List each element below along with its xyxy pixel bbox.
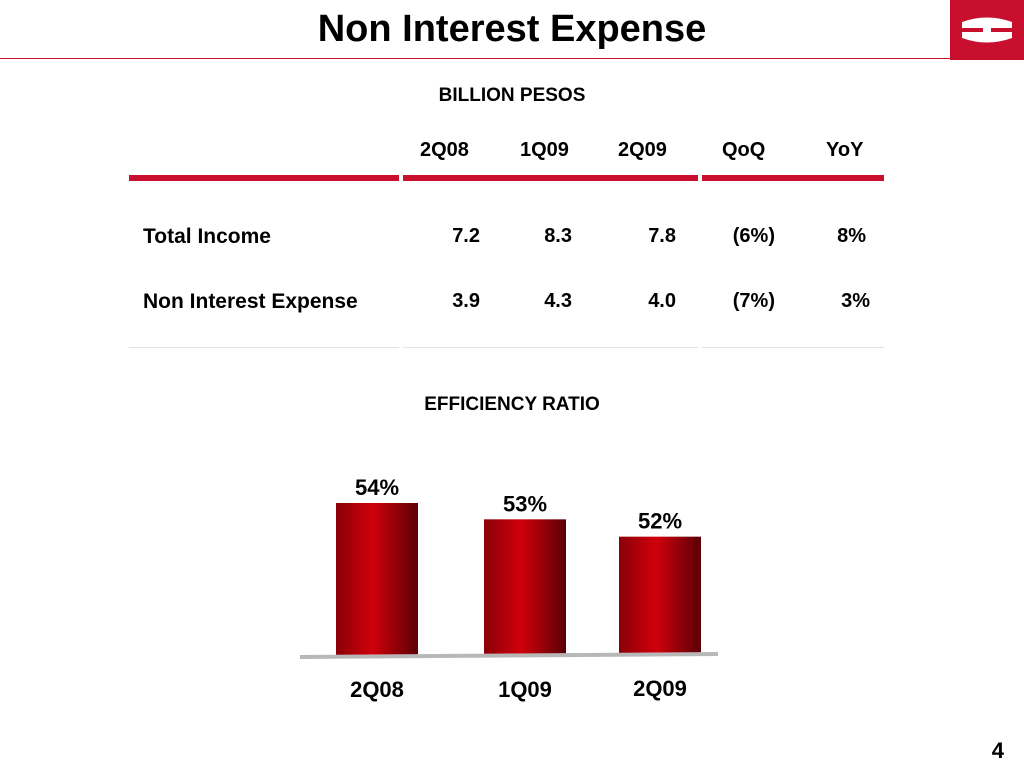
- header-divider-left: [129, 175, 399, 181]
- category-tick-label: 1Q09: [498, 677, 552, 702]
- cell-value: (7%): [732, 290, 775, 312]
- category-tick-label: 2Q09: [633, 676, 687, 701]
- bank-logo: [950, 0, 1024, 60]
- page-number: 4: [991, 738, 1004, 763]
- bank-logo-icon: [962, 17, 1012, 43]
- bar-value-label: 52%: [638, 509, 682, 534]
- bar-value-label: 53%: [503, 491, 547, 516]
- header-divider-right: [702, 175, 884, 181]
- cell-value: 3.9: [452, 290, 480, 312]
- column-header-2q08: 2Q08: [420, 139, 469, 161]
- header-divider-middle: [403, 175, 698, 181]
- column-header-2q09: 2Q09: [618, 139, 667, 161]
- bar-2q09: [619, 536, 701, 655]
- cell-value: 8%: [837, 225, 866, 247]
- cell-value: (6%): [732, 225, 775, 247]
- table-caption: BILLION PESOS: [438, 85, 586, 106]
- column-header-1q09: 1Q09: [520, 139, 569, 161]
- cell-value: 3%: [841, 290, 870, 312]
- row-label-non-interest-expense: Non Interest Expense: [143, 290, 358, 313]
- cell-value: 8.3: [544, 225, 572, 247]
- bar-value-label: 54%: [355, 475, 399, 500]
- table-bottom-line-left: [129, 347, 399, 348]
- cell-value: 4.0: [648, 290, 676, 312]
- column-header-qoq: QoQ: [722, 139, 766, 161]
- column-header-yoy: YoY: [826, 139, 864, 161]
- cell-value: 7.2: [452, 225, 480, 247]
- bar-1q09: [484, 519, 566, 655]
- chart-title: EFFICIENCY RATIO: [424, 394, 600, 415]
- bar-2q08: [336, 503, 418, 656]
- row-label-total-income: Total Income: [143, 225, 271, 248]
- chart-baseline: [299, 652, 719, 659]
- table-bottom-line-middle: [403, 347, 698, 348]
- category-tick-label: 2Q08: [350, 677, 404, 702]
- cell-value: 4.3: [544, 290, 572, 312]
- page-title: Non Interest Expense: [317, 8, 707, 50]
- title-divider: [0, 58, 950, 59]
- cell-value: 7.8: [648, 225, 676, 247]
- table-bottom-line-right: [702, 347, 884, 348]
